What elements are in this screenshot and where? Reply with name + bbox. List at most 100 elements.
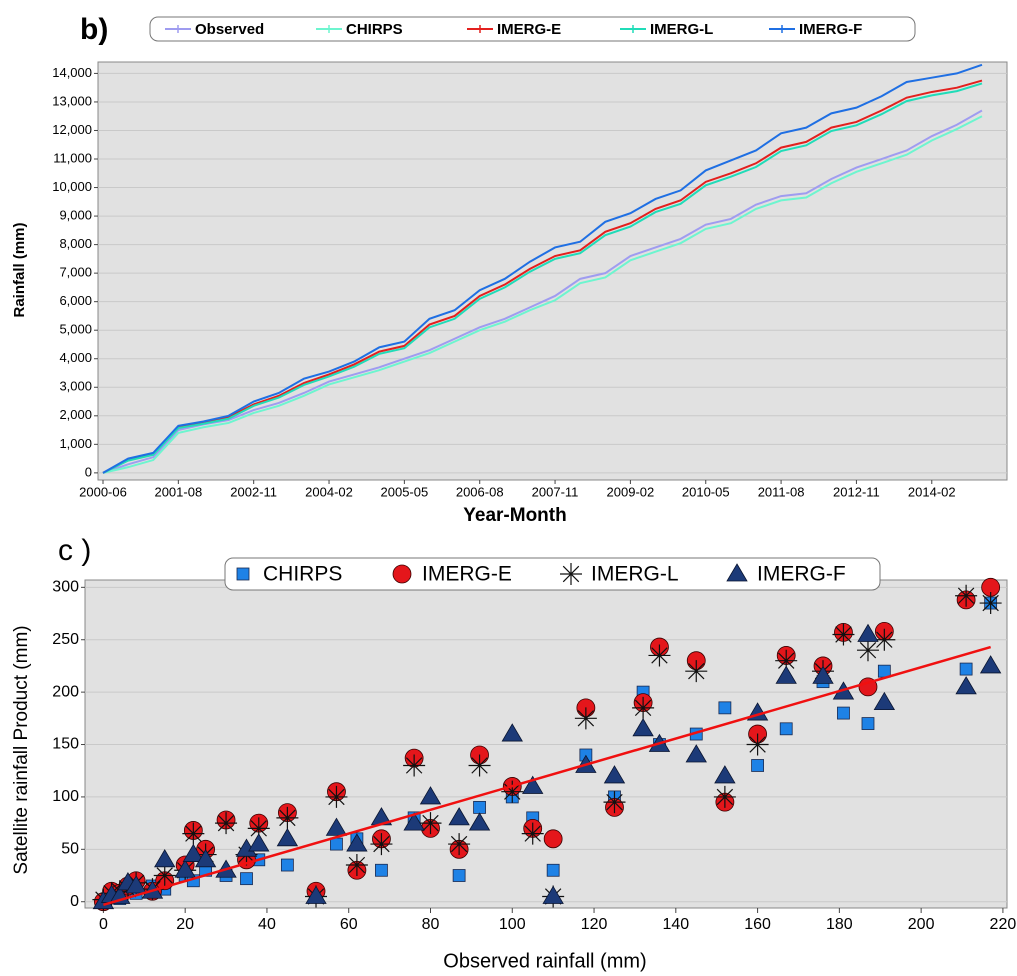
x-tick-label: 80 — [422, 916, 440, 933]
point — [685, 744, 707, 763]
point — [856, 639, 879, 662]
x-tick-label: 2009-02 — [607, 484, 655, 499]
x-tick-label: 220 — [990, 916, 1017, 933]
x-tick-label: 2014-02 — [908, 484, 956, 499]
legend-swatch — [236, 567, 250, 581]
point — [174, 859, 196, 878]
legend-label: IMERG-F — [757, 563, 846, 586]
plot-area — [97, 61, 1008, 481]
trend-line — [103, 645, 991, 907]
legend-label: IMERG-E — [497, 21, 561, 38]
legend-label: IMERG-F — [799, 21, 862, 38]
point — [955, 676, 977, 695]
point — [713, 785, 736, 808]
point — [182, 843, 205, 862]
point — [125, 875, 147, 894]
point — [857, 623, 879, 642]
x-tick-label: 20 — [176, 916, 194, 933]
x-tick-label: 2007-11 — [532, 484, 579, 499]
legend-box — [149, 16, 916, 42]
x-tick-label: 2005-05 — [381, 484, 429, 499]
point — [873, 691, 896, 711]
point — [775, 665, 797, 684]
y-tick-label: 8,000 — [59, 236, 92, 251]
point — [812, 665, 834, 684]
point — [473, 800, 486, 814]
point — [574, 707, 597, 730]
series-line — [102, 82, 983, 474]
point — [542, 885, 564, 904]
point — [468, 812, 491, 831]
point — [546, 863, 560, 877]
point — [448, 807, 470, 826]
y-tick-label: 300 — [52, 579, 79, 596]
legend-label: IMERG-E — [422, 563, 512, 586]
point — [403, 812, 425, 831]
y-tick-label: 5,000 — [59, 322, 92, 337]
panel-label: c ) — [58, 534, 91, 567]
point — [448, 833, 471, 856]
point — [775, 649, 798, 672]
point — [832, 623, 855, 646]
point — [648, 644, 671, 667]
legend-label: IMERG-L — [591, 563, 679, 586]
point — [955, 584, 978, 607]
y-tick-label: 6,000 — [59, 293, 92, 308]
x-tick-label: 0 — [99, 916, 108, 933]
series-line — [102, 79, 983, 474]
point — [153, 864, 176, 887]
y-tick-label: 50 — [61, 841, 79, 858]
series-line — [102, 115, 983, 474]
point — [276, 828, 299, 847]
y-tick-label: 9,000 — [59, 208, 92, 223]
point — [247, 817, 270, 840]
point — [452, 869, 466, 882]
y-tick-label: 250 — [52, 631, 79, 648]
legend-swatch — [392, 564, 412, 584]
point — [521, 822, 544, 845]
y-tick-label: 14,000 — [52, 65, 92, 80]
series-line — [102, 63, 983, 474]
point — [632, 696, 655, 719]
point — [685, 660, 708, 683]
y-axis-title: Rainfall (mm) — [11, 222, 28, 317]
y-tick-label: 3,000 — [59, 379, 92, 394]
x-tick-label: 2000-06 — [79, 484, 127, 499]
x-tick-label: 100 — [499, 916, 526, 933]
x-tick-label: 2006-08 — [456, 484, 504, 499]
point — [779, 722, 793, 736]
x-tick-label: 120 — [581, 916, 608, 933]
y-tick-label: 0 — [70, 893, 79, 910]
legend-swatch — [726, 563, 748, 582]
point — [325, 785, 348, 808]
y-tick-label: 4,000 — [59, 350, 92, 365]
point — [837, 706, 850, 720]
point — [746, 733, 769, 756]
legend-label: CHIRPS — [263, 563, 342, 586]
x-tick-label: 2002-11 — [230, 484, 277, 499]
x-axis-title: Year-Month — [463, 505, 566, 526]
legend-label: IMERG-L — [650, 21, 713, 38]
point — [403, 754, 426, 777]
point — [346, 833, 368, 852]
point — [979, 655, 1002, 674]
x-tick-label: 140 — [662, 916, 689, 933]
panel-label: b) — [80, 13, 108, 46]
point — [345, 854, 368, 877]
x-tick-label: 180 — [826, 916, 853, 933]
point — [419, 812, 442, 835]
point — [543, 829, 563, 849]
point — [959, 662, 973, 676]
y-axis-title: Satellite rainfall Product (mm) — [11, 625, 32, 874]
point — [280, 858, 294, 872]
y-tick-label: 100 — [52, 788, 79, 805]
point — [248, 833, 270, 852]
x-axis-title: Observed rainfall (mm) — [443, 950, 646, 972]
y-tick-label: 12,000 — [52, 122, 92, 137]
x-tick-label: 2010-05 — [682, 484, 730, 499]
legend-label: CHIRPS — [346, 21, 403, 38]
legend-swatch — [560, 563, 582, 585]
point — [714, 765, 736, 784]
y-tick-label: 7,000 — [59, 265, 92, 280]
